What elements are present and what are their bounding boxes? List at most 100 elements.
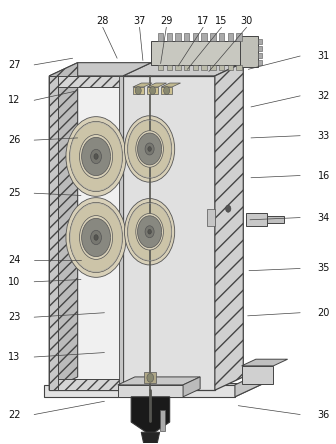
- Text: 23: 23: [8, 312, 20, 322]
- Polygon shape: [242, 359, 288, 366]
- Circle shape: [225, 205, 231, 212]
- Circle shape: [147, 373, 154, 382]
- Circle shape: [145, 226, 154, 238]
- Text: 31: 31: [318, 51, 330, 61]
- Circle shape: [94, 154, 98, 159]
- Polygon shape: [133, 83, 152, 87]
- Text: 30: 30: [241, 16, 253, 26]
- Circle shape: [80, 135, 113, 178]
- Polygon shape: [49, 63, 151, 76]
- Polygon shape: [167, 32, 172, 40]
- Polygon shape: [49, 63, 78, 390]
- Text: 16: 16: [318, 170, 330, 181]
- Text: 15: 15: [215, 16, 228, 26]
- Polygon shape: [158, 32, 163, 40]
- Circle shape: [148, 230, 151, 234]
- Circle shape: [80, 216, 113, 259]
- Polygon shape: [147, 87, 158, 94]
- Text: 26: 26: [8, 135, 20, 145]
- Text: 32: 32: [318, 91, 330, 101]
- Text: 22: 22: [8, 409, 20, 420]
- Circle shape: [135, 87, 141, 95]
- Polygon shape: [193, 65, 198, 70]
- Polygon shape: [147, 83, 167, 87]
- Polygon shape: [246, 213, 267, 226]
- Text: 10: 10: [8, 277, 20, 287]
- Polygon shape: [236, 32, 242, 40]
- Polygon shape: [227, 65, 233, 70]
- Circle shape: [136, 214, 163, 250]
- Polygon shape: [49, 76, 123, 390]
- Text: 35: 35: [318, 263, 330, 274]
- Circle shape: [91, 230, 101, 245]
- Polygon shape: [208, 209, 215, 226]
- Text: 20: 20: [318, 308, 330, 318]
- Polygon shape: [175, 65, 181, 70]
- Text: 29: 29: [160, 16, 172, 26]
- Polygon shape: [193, 32, 198, 40]
- Polygon shape: [133, 87, 143, 94]
- Polygon shape: [267, 216, 285, 223]
- Polygon shape: [219, 65, 224, 70]
- Polygon shape: [123, 76, 215, 390]
- Circle shape: [94, 235, 98, 240]
- Polygon shape: [161, 83, 180, 87]
- Polygon shape: [184, 32, 190, 40]
- Polygon shape: [242, 366, 274, 384]
- Text: 13: 13: [8, 352, 20, 362]
- Polygon shape: [167, 65, 172, 70]
- Text: 28: 28: [96, 16, 109, 26]
- Circle shape: [148, 147, 151, 151]
- Polygon shape: [158, 65, 163, 70]
- Text: 34: 34: [318, 213, 330, 222]
- Polygon shape: [144, 373, 156, 383]
- Circle shape: [137, 133, 162, 165]
- Text: 12: 12: [8, 95, 20, 105]
- Polygon shape: [160, 410, 165, 431]
- Polygon shape: [219, 32, 224, 40]
- Text: 33: 33: [318, 131, 330, 141]
- Polygon shape: [49, 76, 123, 87]
- Text: 24: 24: [8, 254, 20, 265]
- Polygon shape: [184, 65, 190, 70]
- Circle shape: [137, 216, 162, 248]
- Circle shape: [128, 120, 172, 178]
- Polygon shape: [183, 377, 200, 397]
- Circle shape: [150, 87, 156, 95]
- Polygon shape: [202, 32, 207, 40]
- Polygon shape: [161, 87, 172, 94]
- Circle shape: [70, 122, 123, 191]
- Polygon shape: [258, 53, 262, 58]
- Circle shape: [91, 149, 101, 164]
- Polygon shape: [44, 384, 263, 397]
- Circle shape: [82, 137, 111, 176]
- Polygon shape: [210, 32, 215, 40]
- Polygon shape: [123, 63, 243, 76]
- Circle shape: [128, 202, 172, 261]
- Polygon shape: [118, 385, 183, 397]
- Text: 25: 25: [8, 188, 20, 198]
- Polygon shape: [227, 32, 233, 40]
- Circle shape: [125, 116, 175, 182]
- Polygon shape: [151, 40, 243, 65]
- Polygon shape: [258, 39, 262, 44]
- Circle shape: [136, 131, 163, 167]
- Text: 36: 36: [318, 409, 330, 420]
- Polygon shape: [210, 65, 215, 70]
- Polygon shape: [49, 379, 123, 390]
- Circle shape: [66, 198, 126, 278]
- Polygon shape: [202, 65, 207, 70]
- Polygon shape: [131, 397, 170, 432]
- Circle shape: [164, 87, 170, 95]
- Polygon shape: [258, 60, 262, 65]
- Text: 27: 27: [8, 60, 20, 70]
- Polygon shape: [215, 63, 243, 390]
- Polygon shape: [141, 432, 160, 444]
- Polygon shape: [236, 65, 242, 70]
- Text: 17: 17: [197, 16, 209, 26]
- Circle shape: [66, 117, 126, 196]
- Text: 37: 37: [133, 16, 146, 26]
- Circle shape: [125, 198, 175, 265]
- Circle shape: [70, 202, 123, 273]
- Polygon shape: [44, 385, 235, 397]
